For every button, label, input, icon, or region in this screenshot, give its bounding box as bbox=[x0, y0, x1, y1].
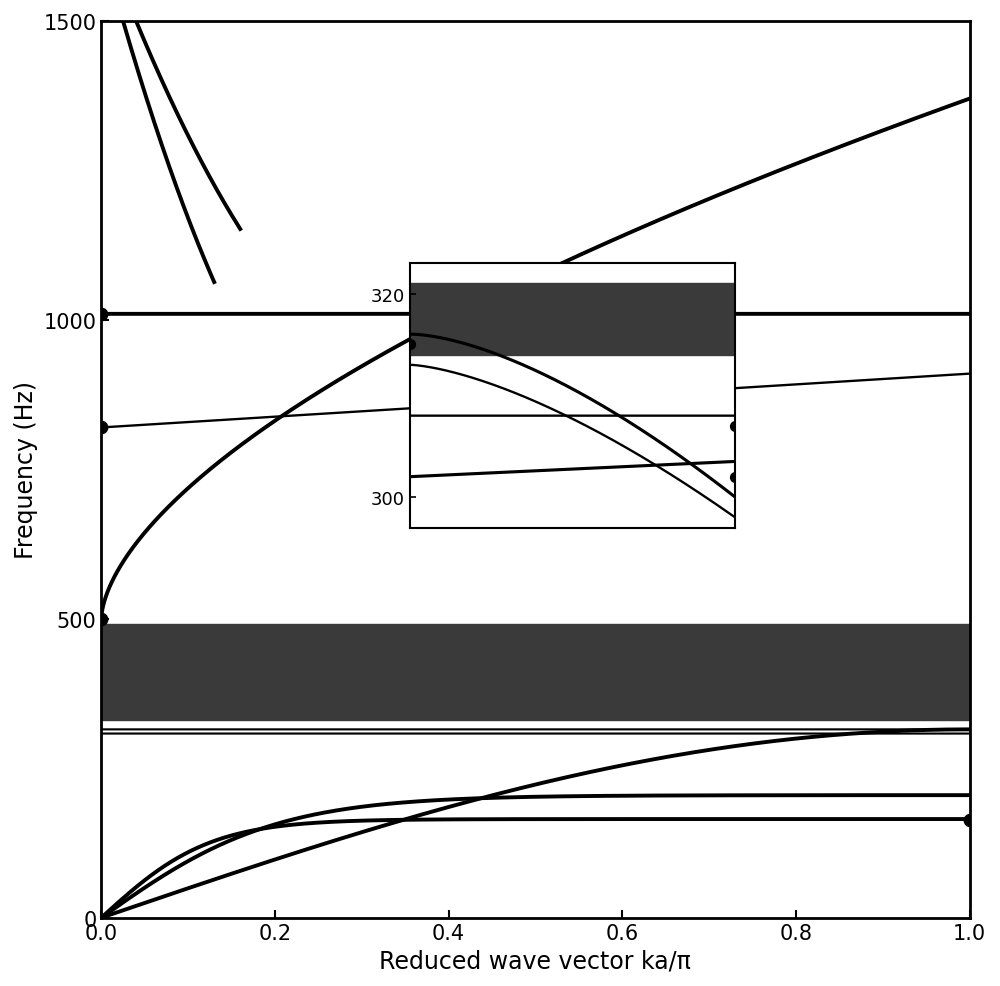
Bar bbox=[101, 624, 970, 721]
X-axis label: Reduced wave vector ka/π: Reduced wave vector ka/π bbox=[379, 949, 691, 972]
Point bbox=[93, 611, 109, 627]
Point bbox=[93, 307, 109, 322]
Y-axis label: Frequency (Hz): Frequency (Hz) bbox=[14, 381, 38, 559]
Point bbox=[962, 812, 978, 828]
Point bbox=[93, 420, 109, 436]
